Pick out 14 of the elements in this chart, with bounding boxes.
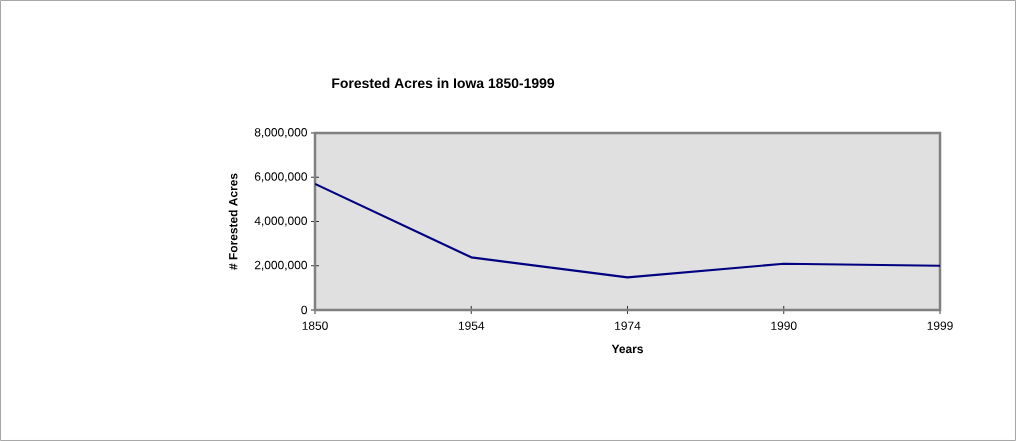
- x-tick-label: 1850: [302, 321, 328, 330]
- y-tick-label: 2,000,000: [254, 260, 308, 271]
- y-tick-label: 0: [301, 305, 308, 315]
- chart-title: Forested Acres in Iowa 1850-1999: [332, 77, 555, 89]
- x-axis-title: Years: [611, 344, 643, 354]
- x-tick-label: 1954: [458, 321, 485, 330]
- y-tick-label: 8,000,000: [254, 128, 308, 138]
- x-tick-label: 1974: [615, 321, 641, 330]
- y-axis-title: # Forested Acres: [228, 173, 238, 270]
- x-tick-label: 1990: [771, 321, 797, 330]
- y-tick-label: 4,000,000: [254, 216, 308, 227]
- y-tick-label: 6,000,000: [254, 172, 308, 183]
- line-series: [315, 182, 941, 279]
- x-tick-label: 1999: [927, 321, 953, 330]
